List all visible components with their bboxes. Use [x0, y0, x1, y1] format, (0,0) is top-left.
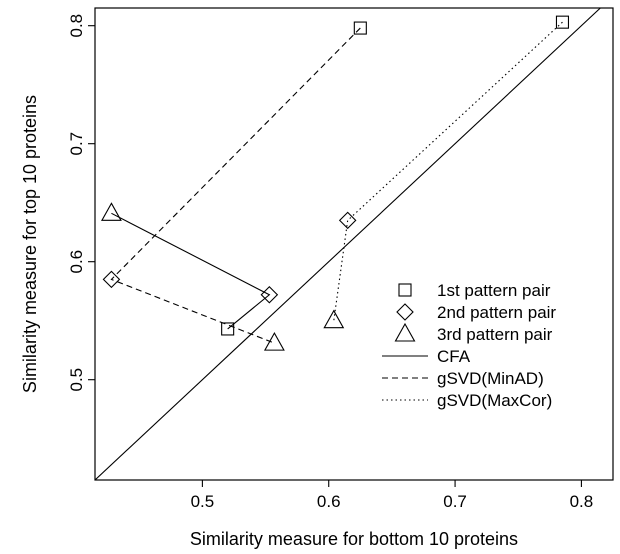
data-point-2-3: [263, 331, 285, 351]
legend-label: 1st pattern pair: [437, 281, 551, 300]
x-axis: 0.5 0.6 0.7 0.8: [191, 480, 594, 511]
y-tick-label: 0.7: [67, 132, 86, 156]
data-point-1-1: [221, 322, 235, 336]
y-tick-label: 0.6: [67, 250, 86, 274]
x-tick-label: 0.7: [443, 492, 467, 511]
x-tick-label: 0.5: [191, 492, 215, 511]
y-axis: 0.5 0.6 0.7 0.8: [67, 14, 95, 392]
y-tick-label: 0.5: [67, 368, 86, 392]
legend-marker-1: [398, 283, 412, 297]
y-axis-label: Similarity measure for top 10 proteins: [20, 95, 40, 393]
y-tick-label: 0.8: [67, 14, 86, 38]
data-point-3-2: [338, 211, 357, 230]
x-tick-label: 0.6: [317, 492, 341, 511]
legend-label: 2nd pattern pair: [437, 303, 556, 322]
series-layer: [110, 21, 563, 344]
data-point-3-3: [323, 309, 345, 329]
data-point-1-3: [100, 202, 122, 221]
legend-marker-2: [396, 303, 414, 321]
legend-label: CFA: [437, 347, 471, 366]
reference-line: [95, 8, 601, 480]
series-line-3: [333, 21, 563, 321]
plot-area: [94, 7, 614, 481]
series-line-2: [110, 27, 361, 344]
legend-label: gSVD(MaxCor): [437, 391, 552, 410]
legend-label: 3rd pattern pair: [437, 325, 553, 344]
marker-layer: [100, 15, 570, 351]
series-line-1: [111, 212, 271, 330]
identity-line: [95, 8, 601, 480]
data-point-1-2: [260, 285, 279, 304]
data-point-2-2: [102, 270, 121, 289]
x-axis-label: Similarity measure for bottom 10 protein…: [190, 529, 518, 549]
legend-marker-3: [394, 322, 416, 342]
legend: 1st pattern pair 2nd pattern pair 3rd patt…: [382, 281, 556, 410]
legend-label: gSVD(MinAD): [437, 369, 544, 388]
data-point-3-1: [555, 15, 570, 29]
x-tick-label: 0.8: [570, 492, 594, 511]
data-point-2-1: [353, 21, 367, 35]
